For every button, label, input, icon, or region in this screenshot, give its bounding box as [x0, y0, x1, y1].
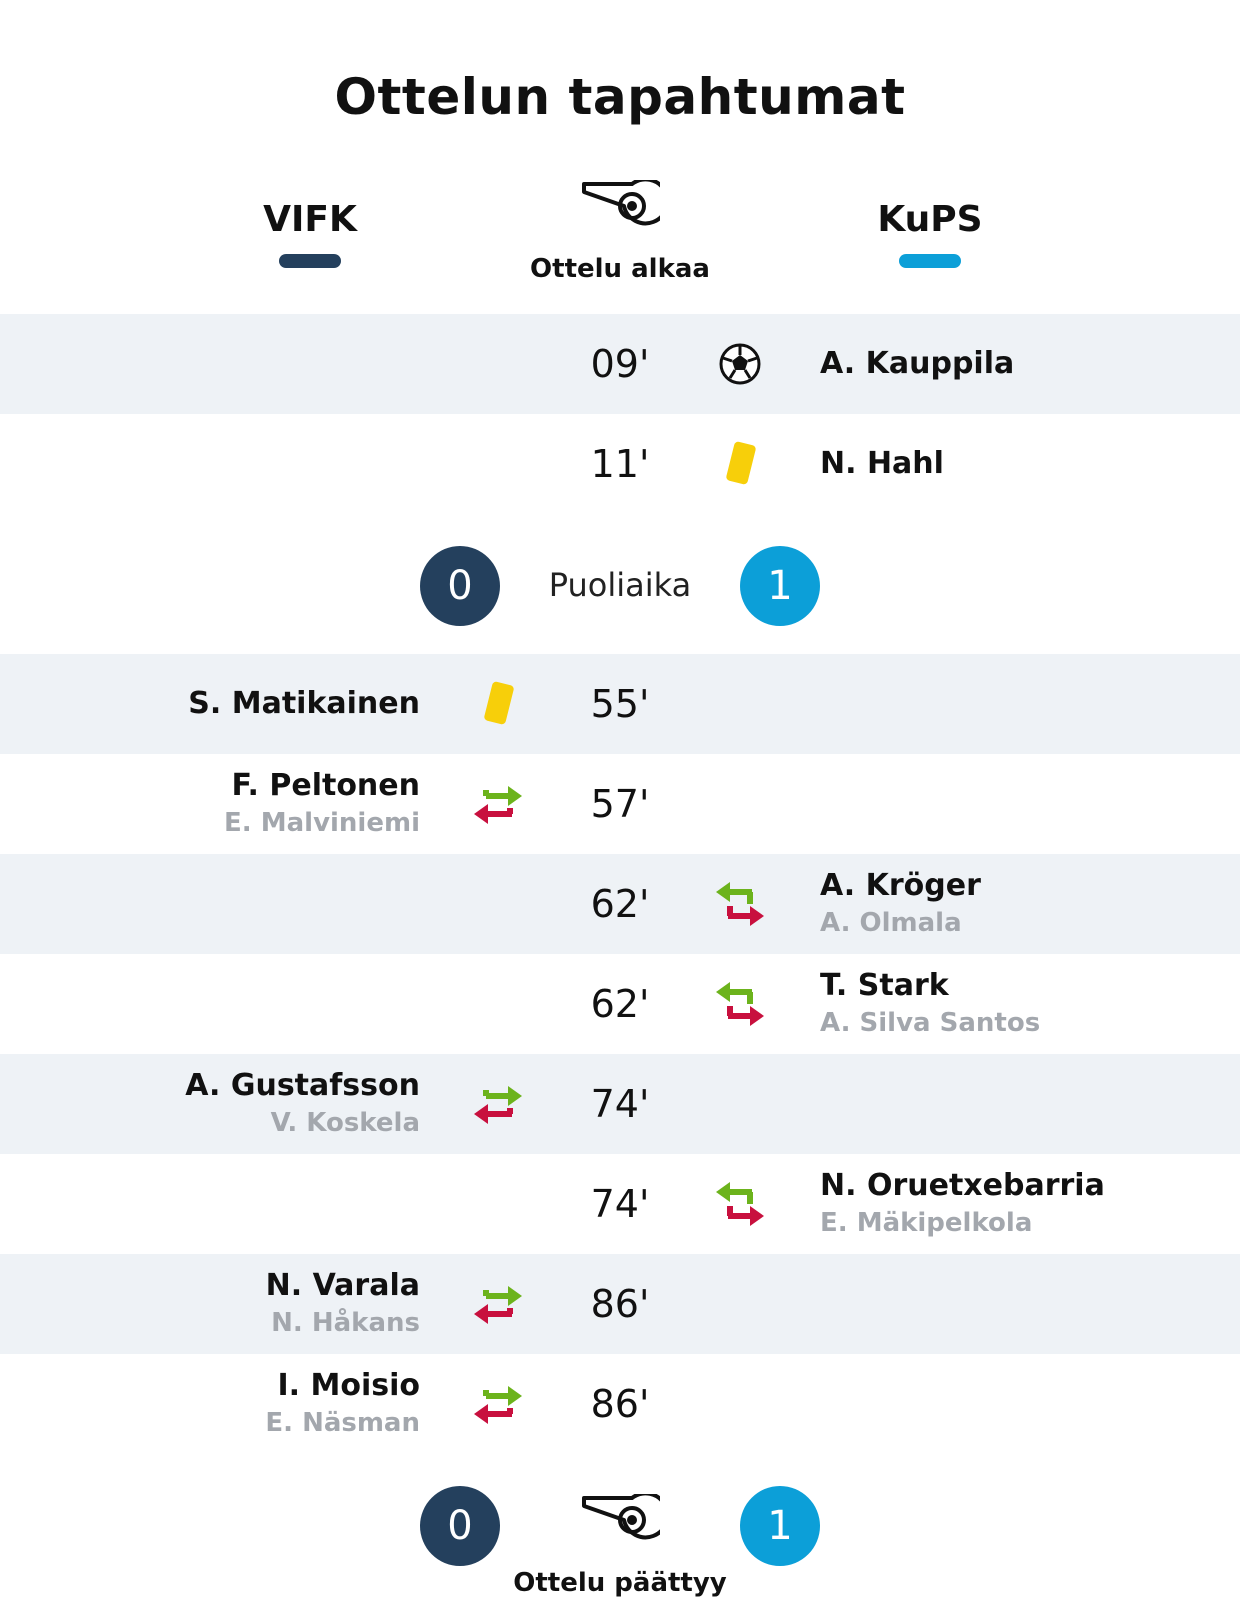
home-team-name: VIFK: [263, 199, 357, 240]
event-players: A. Gustafsson V. Koskela: [185, 1067, 420, 1141]
event-minute: 86': [590, 1382, 650, 1426]
away-team-header: KuPS: [810, 198, 1050, 268]
second-half-events: 55' S. Matikainen 57' F. Peltonen E. Malvini…: [0, 654, 1240, 1454]
whistle-icon: [580, 1491, 670, 1548]
away-team-color-bar: [899, 254, 961, 268]
home-team-color-bar: [279, 254, 341, 268]
event-minute: 74': [590, 1182, 650, 1226]
event-minute: 62': [590, 882, 650, 926]
substituted-player-name: E. Näsman: [265, 1408, 420, 1438]
player-name: A. Gustafsson: [185, 1068, 420, 1103]
substituted-player-name: V. Koskela: [270, 1108, 420, 1138]
final-away-score: 1: [740, 1486, 820, 1566]
match-end-label: Ottelu päättyy: [513, 1568, 727, 1598]
event-players: N. Varala N. Håkans: [266, 1267, 420, 1341]
substitution-icon: [468, 1076, 528, 1132]
event-minute: 09': [590, 342, 650, 386]
player-name: T. Stark: [820, 968, 949, 1003]
page-title: Ottelun tapahtumat: [334, 68, 906, 126]
substituted-player-name: A. Silva Santos: [820, 1008, 1041, 1038]
event-minute: 55': [590, 682, 650, 726]
first-half-events: 09' A. Kauppila 11' N. Hahl: [0, 314, 1240, 514]
substitution-icon: [468, 776, 528, 832]
event-row: 62' A. Kröger A. Olmala: [0, 854, 1240, 954]
event-row: 09' A. Kauppila: [0, 314, 1240, 414]
substitution-icon: [710, 976, 770, 1032]
event-players: A. Kauppila: [820, 345, 1014, 383]
event-row: 86' N. Varala N. Håkans: [0, 1254, 1240, 1354]
event-row: 11' N. Hahl: [0, 414, 1240, 514]
whistle-icon: [580, 177, 670, 234]
event-players: I. Moisio E. Näsman: [265, 1367, 420, 1441]
event-players: T. Stark A. Silva Santos: [820, 967, 1040, 1041]
event-minute: 62': [590, 982, 650, 1026]
substitution-icon: [468, 1276, 528, 1332]
event-players: N. Hahl: [820, 445, 944, 483]
match-start-label: Ottelu alkaa: [530, 254, 710, 284]
player-name: N. Varala: [265, 1268, 420, 1303]
halftime-label: Puoliaika: [548, 566, 692, 604]
event-row: 74' N. Oruetxebarria E. Mäkipelkola: [0, 1154, 1240, 1254]
player-name: F. Peltonen: [231, 768, 420, 803]
event-players: F. Peltonen E. Malviniemi: [224, 767, 420, 841]
event-row: 57' F. Peltonen E. Malviniemi: [0, 754, 1240, 854]
halftime-home-score: 0: [420, 546, 500, 626]
event-row: 86' I. Moisio E. Näsman: [0, 1354, 1240, 1454]
final-home-score: 0: [420, 1486, 500, 1566]
player-name: A. Kröger: [820, 868, 981, 903]
home-team-header: VIFK: [190, 198, 430, 268]
substituted-player-name: E. Malviniemi: [224, 808, 420, 838]
event-minute: 57': [590, 782, 650, 826]
event-minute: 86': [590, 1282, 650, 1326]
soccer-ball-icon: [710, 336, 770, 392]
player-name: A. Kauppila: [820, 346, 1015, 381]
event-players: N. Oruetxebarria E. Mäkipelkola: [820, 1167, 1105, 1241]
event-players: S. Matikainen: [188, 685, 420, 723]
event-row: 55' S. Matikainen: [0, 654, 1240, 754]
event-minute: 74': [590, 1082, 650, 1126]
substitution-icon: [710, 1176, 770, 1232]
away-team-name: KuPS: [877, 199, 983, 240]
player-name: N. Hahl: [820, 446, 944, 481]
player-name: I. Moisio: [277, 1368, 421, 1403]
yellow-card-icon: [468, 676, 528, 732]
substituted-player-name: A. Olmala: [820, 908, 962, 938]
substitution-icon: [468, 1376, 528, 1432]
event-row: 74' A. Gustafsson V. Koskela: [0, 1054, 1240, 1154]
substituted-player-name: E. Mäkipelkola: [820, 1208, 1033, 1238]
yellow-card-icon: [710, 436, 770, 492]
player-name: N. Oruetxebarria: [820, 1168, 1105, 1203]
event-row: 62' T. Stark A. Silva Santos: [0, 954, 1240, 1054]
event-minute: 11': [590, 442, 650, 486]
event-players: A. Kröger A. Olmala: [820, 867, 981, 941]
halftime-away-score: 1: [740, 546, 820, 626]
player-name: S. Matikainen: [188, 686, 420, 721]
substituted-player-name: N. Håkans: [271, 1308, 420, 1338]
substitution-icon: [710, 876, 770, 932]
